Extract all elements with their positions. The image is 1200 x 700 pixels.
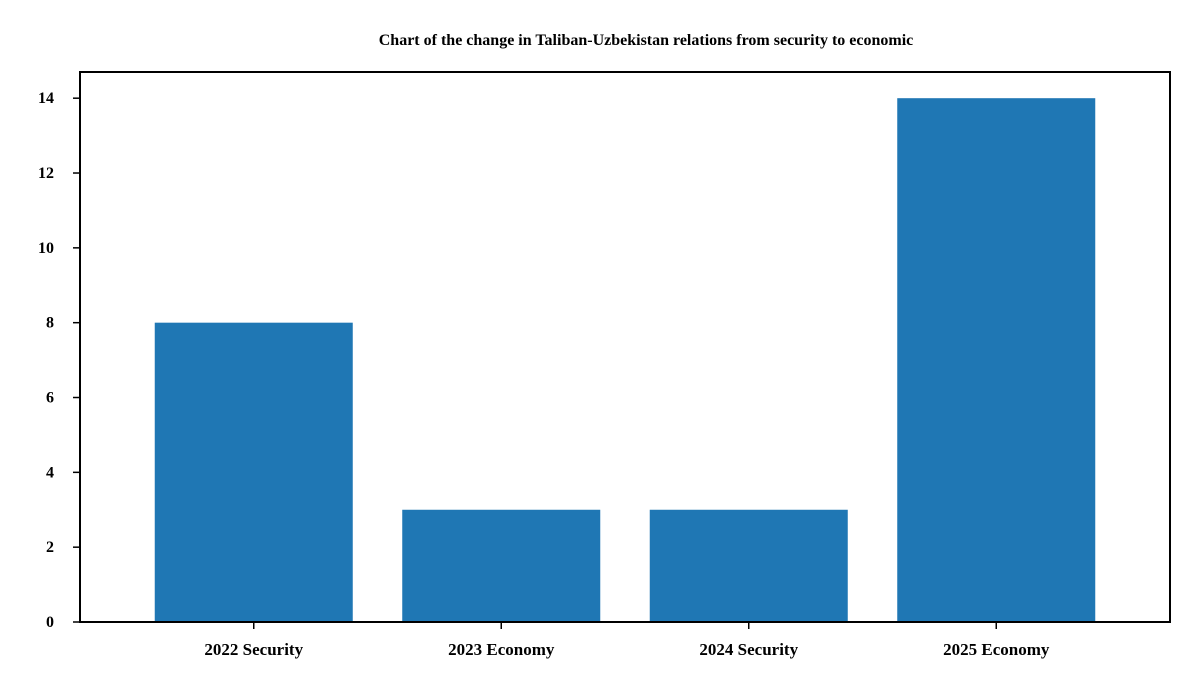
y-tick-label: 6 [46, 390, 54, 407]
x-tick-label: 2023 Economy [448, 640, 555, 659]
bar [402, 509, 601, 622]
y-axis: 0 2 4 6 8 10 12 14 [38, 90, 80, 631]
y-tick-label: 10 [38, 240, 54, 257]
y-tick-label: 4 [46, 464, 54, 481]
chart-title: Chart of the change in Taliban-Uzbekista… [379, 32, 914, 49]
x-axis: 2022 Security 2023 Economy 2024 Security 20… [204, 622, 1050, 659]
bar [154, 322, 353, 622]
bars [154, 98, 1096, 622]
y-tick-label: 0 [46, 614, 54, 631]
x-tick-label: 2025 Economy [943, 640, 1050, 659]
bar [649, 509, 848, 622]
y-tick-label: 12 [38, 165, 54, 182]
bar [897, 98, 1096, 622]
y-tick-label: 2 [46, 539, 54, 556]
x-tick-label: 2024 Security [699, 640, 798, 659]
x-tick-label: 2022 Security [204, 640, 303, 659]
plot-frame [79, 71, 1171, 623]
y-tick-label: 14 [38, 90, 54, 107]
y-tick-label: 8 [46, 315, 54, 332]
